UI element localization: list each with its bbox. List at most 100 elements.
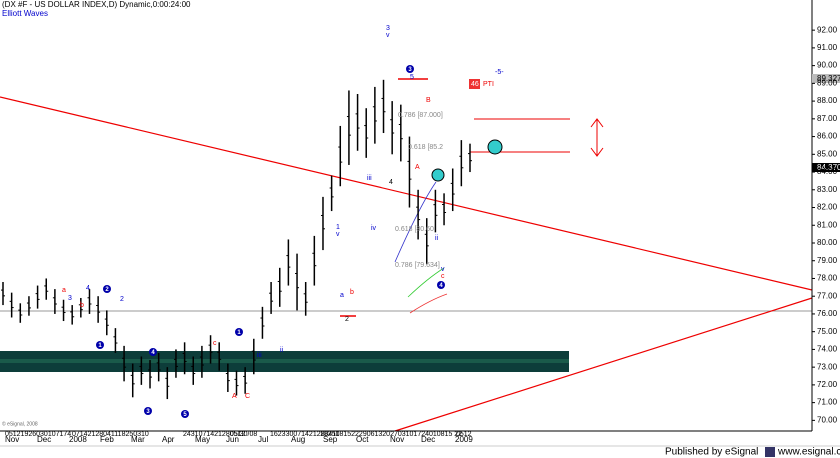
x-tick-label: May <box>195 435 210 444</box>
wave-circle <box>144 407 152 415</box>
x-tick-label: Dec <box>37 435 51 444</box>
y-tick-label: 78.00 <box>817 274 838 283</box>
y-tick-label: 87.00 <box>817 114 838 123</box>
annotation: a <box>62 287 66 294</box>
annotation: 0.786 [87.000] <box>398 112 443 119</box>
x-tick-label: 2008 <box>69 435 87 444</box>
trend-line <box>0 96 813 291</box>
annotation: 5 <box>410 74 414 81</box>
annotation: iv <box>371 225 377 232</box>
wave-circle <box>406 65 414 73</box>
y-tick-label: 88.00 <box>817 96 838 105</box>
x-tick-label: Jul <box>258 435 268 444</box>
wave-circle <box>235 328 243 336</box>
wave-circle-label: 3 <box>408 67 412 73</box>
annotation: iii <box>257 352 262 359</box>
wave-circle-label: 1 <box>98 343 102 349</box>
annotation: ii <box>280 347 284 354</box>
annotation: ii <box>435 235 439 242</box>
y-tick-label: 90.00 <box>817 61 838 70</box>
y-tick-label: 77.00 <box>817 291 838 300</box>
price-label: 89.327 <box>817 74 840 83</box>
y-tick-label: 81.00 <box>817 220 838 229</box>
annotation: v <box>441 266 445 273</box>
y-tick-label: 76.00 <box>817 309 838 318</box>
green-band-inner <box>0 359 569 363</box>
annotation: 3 <box>386 25 390 32</box>
wave-circle <box>149 348 157 356</box>
day-label: 2431071421280512 <box>183 431 245 438</box>
x-tick-label: Mar <box>131 435 145 444</box>
y-tick-label: 85.00 <box>817 149 838 158</box>
price-box <box>812 74 840 83</box>
x-tick-label: Aug <box>291 435 305 444</box>
day-label: 05121926030107174 <box>5 431 71 438</box>
y-tick-label: 89.00 <box>817 78 838 87</box>
annotation: C <box>245 393 250 400</box>
wave-circle-label: 5 <box>183 412 187 418</box>
wave-circle <box>437 281 445 289</box>
x-tick-label: Apr <box>162 435 175 444</box>
annotation: 0.618 [85.2 <box>408 144 443 151</box>
wave-circle-label: 1 <box>237 330 241 336</box>
wave-circle-label: 4 <box>151 350 155 356</box>
y-tick-label: 80.00 <box>817 238 838 247</box>
x-tick-label: Sep <box>323 435 338 444</box>
y-tick-label: 75.00 <box>817 327 838 336</box>
copyright: © eSignal, 2008 <box>2 420 38 427</box>
wave-curve <box>407 267 445 298</box>
annotation: 0.618 [80.60 <box>395 226 434 233</box>
y-tick-label: 71.00 <box>817 398 838 407</box>
annotation: 2 <box>120 296 124 303</box>
y-tick-label: 82.00 <box>817 203 838 212</box>
x-tick-label: Nov <box>5 435 19 444</box>
y-tick-label: 92.00 <box>817 25 838 34</box>
y-tick-label: 84.00 <box>817 167 838 176</box>
annotation: PTI <box>483 81 494 88</box>
cyan-circle <box>487 139 503 155</box>
x-tick-label: Dec <box>421 435 435 444</box>
day-label: 1825081522290613202703101724010815 22 <box>320 431 462 438</box>
x-tick-label: Jun <box>226 435 239 444</box>
x-tick-label: Oct <box>356 435 369 444</box>
y-tick-label: 79.00 <box>817 256 838 265</box>
footer-url: www.esignal.com <box>777 447 840 458</box>
day-label: 05/30/08 <box>230 431 257 438</box>
target-arrow-head <box>590 118 604 157</box>
annotation: B <box>426 97 431 104</box>
trend-line <box>394 297 813 432</box>
annotation: iii <box>367 175 372 182</box>
x-tick-label: 2009 <box>455 435 473 444</box>
annotation: 1 <box>336 224 340 231</box>
x-tick-label: Nov <box>390 435 404 444</box>
esignal-icon <box>765 447 775 457</box>
annotation: a <box>340 292 344 299</box>
wave-circle <box>181 410 189 418</box>
annotation-box <box>469 79 480 89</box>
annotation: b <box>350 289 354 296</box>
annotation: A <box>232 393 237 400</box>
annotation: c <box>441 273 445 280</box>
wave-circle-label: 3 <box>146 409 150 415</box>
y-tick-label: 83.00 <box>817 185 838 194</box>
annotation: -5- <box>495 69 504 76</box>
chart-title: (DX #F - US DOLLAR INDEX,D) Dynamic,0:00… <box>2 0 191 9</box>
annotation: 3 <box>68 295 72 302</box>
y-tick-label: 70.00 <box>817 415 838 424</box>
day-label: 162330071421280411 <box>270 431 340 438</box>
wave-curve <box>409 293 448 314</box>
y-tick-label: 73.00 <box>817 362 838 371</box>
footer: Published by eSignal <box>665 447 758 458</box>
annotation: 46 <box>471 81 479 88</box>
annotation: 4 <box>389 179 393 186</box>
y-tick-label: 86.00 <box>817 132 838 141</box>
wave-circle-label: 4 <box>439 283 443 289</box>
y-tick-label: 74.00 <box>817 345 838 354</box>
y-tick-label: 91.00 <box>817 43 838 52</box>
chart-subtitle: Elliott Waves <box>2 9 48 18</box>
day-label: 07142128041118250310 <box>72 431 149 438</box>
day-label: 0512 <box>456 431 472 438</box>
wave-circle <box>96 341 104 349</box>
